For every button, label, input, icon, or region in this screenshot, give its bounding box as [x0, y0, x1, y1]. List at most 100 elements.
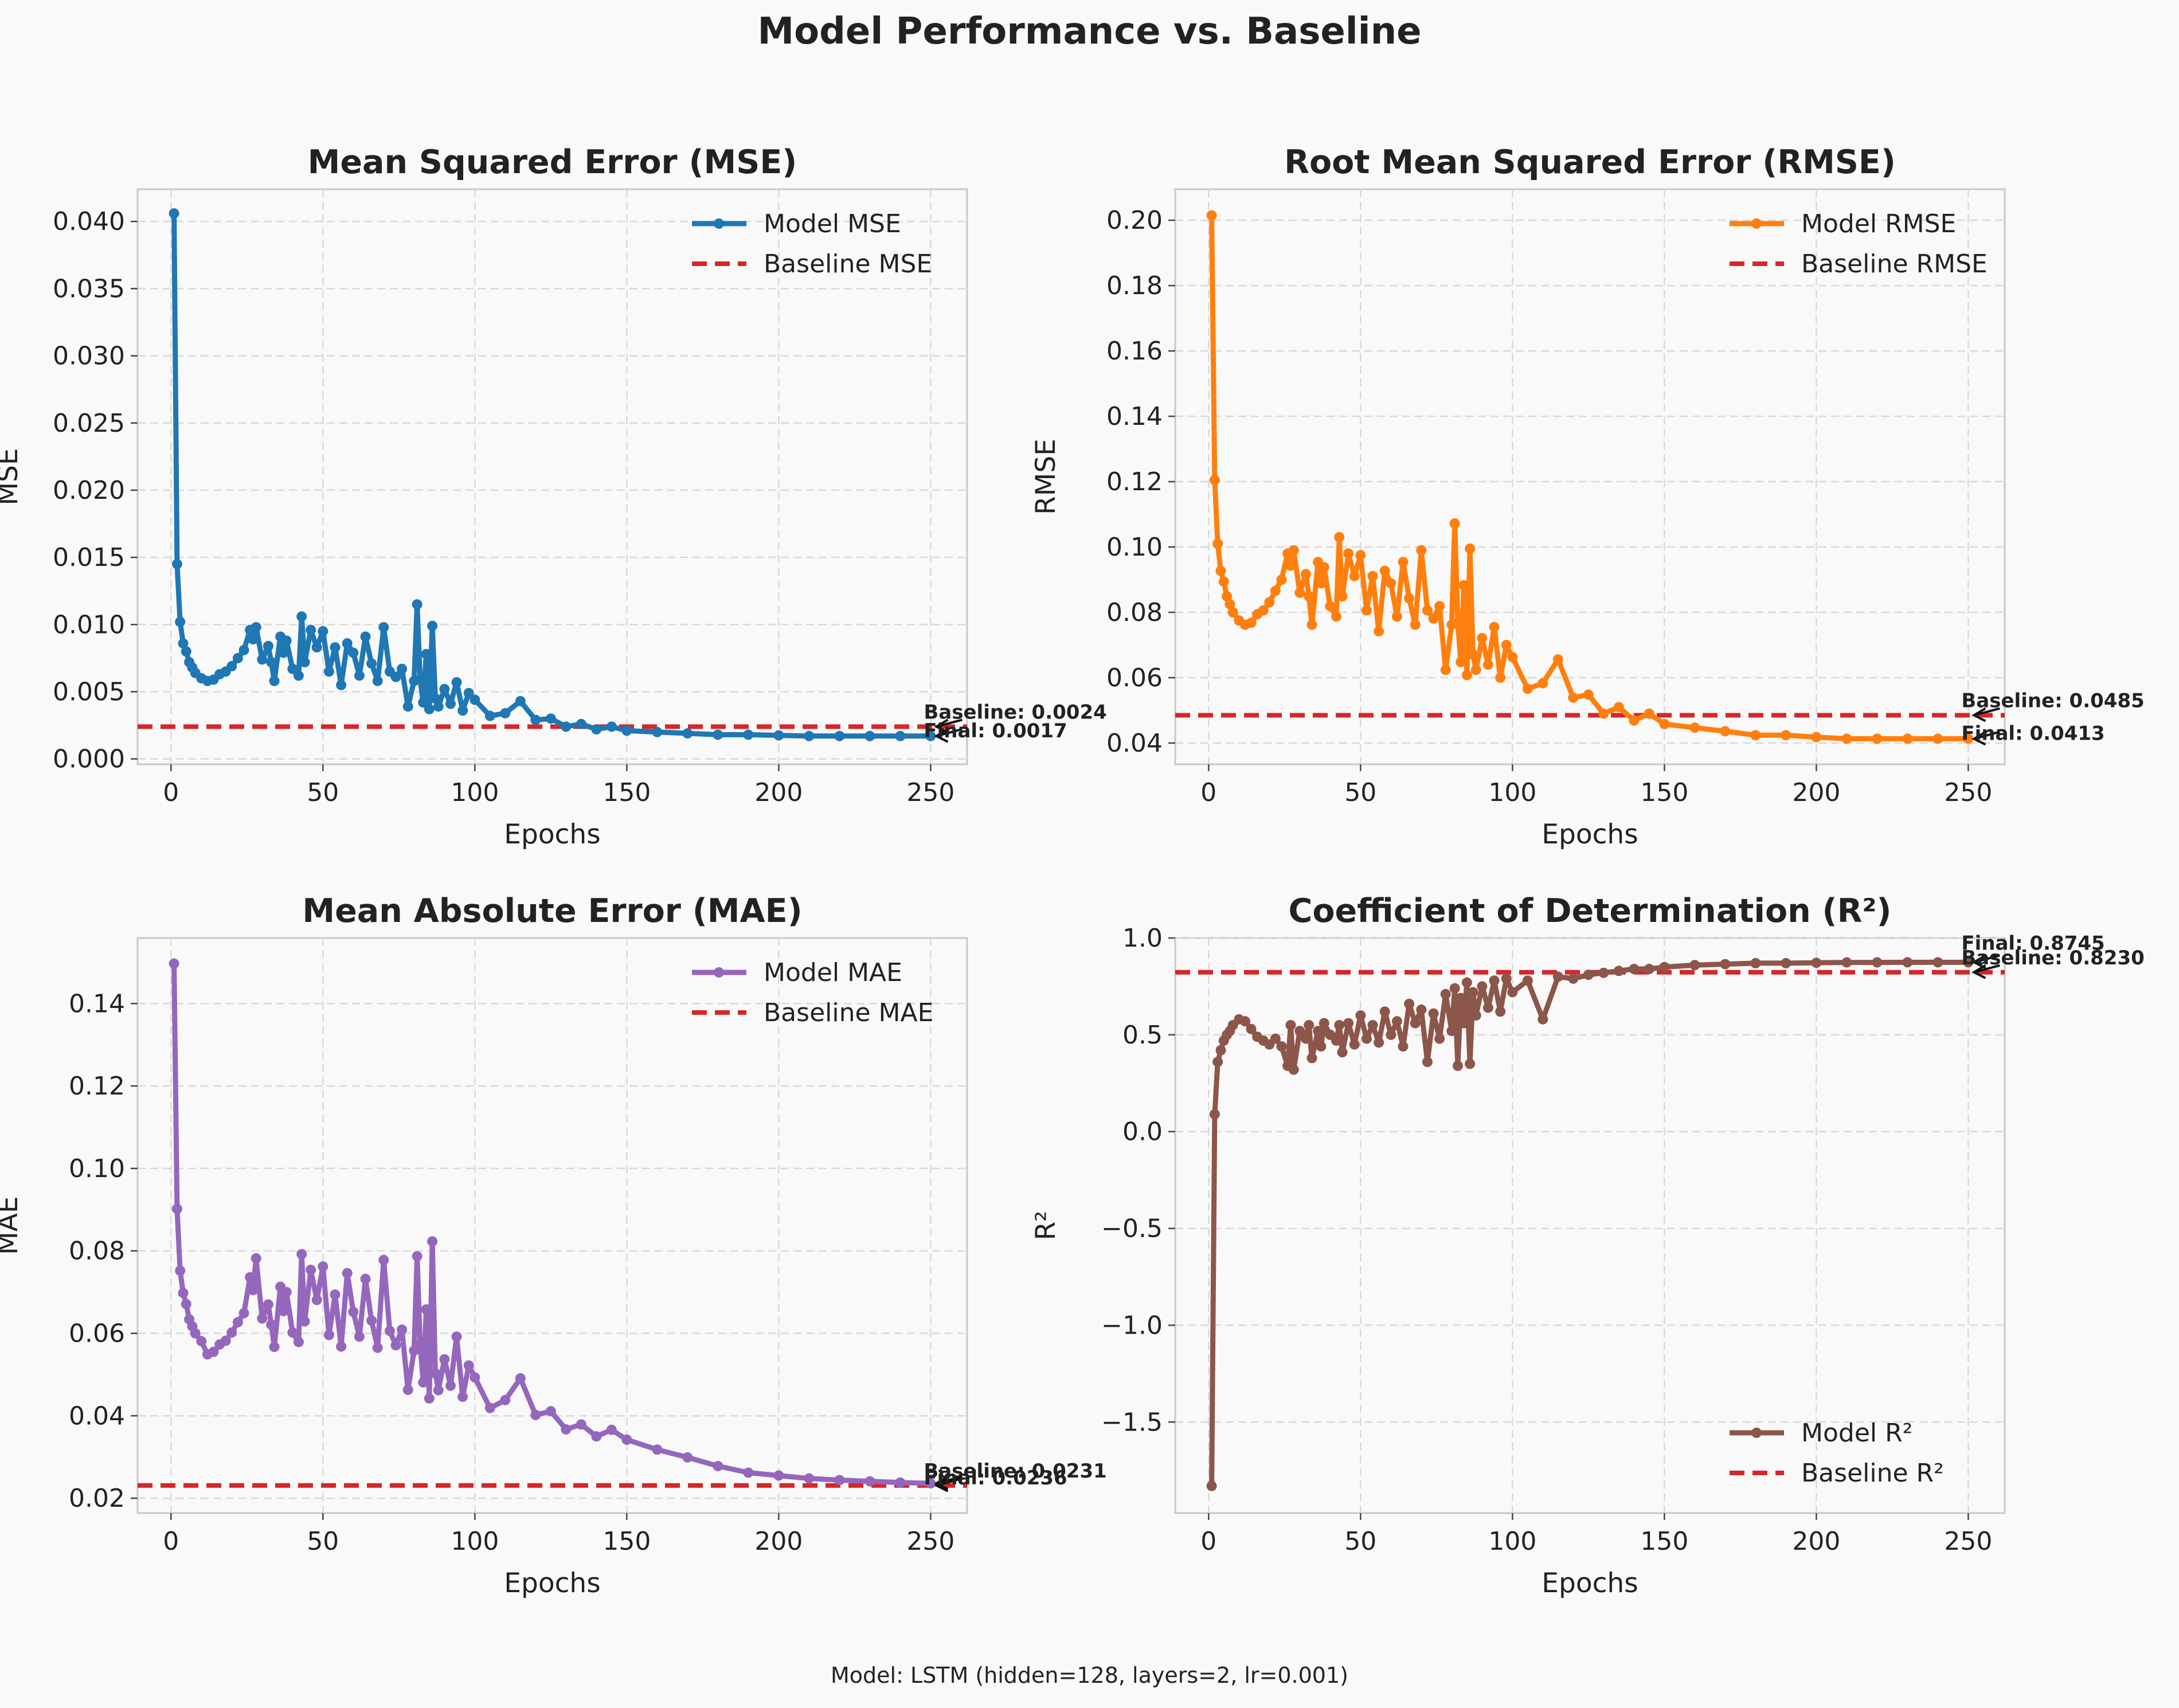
- rmse-model-point: [1659, 718, 1670, 729]
- mse-annotation-arrow: [936, 718, 963, 728]
- mse-model-point: [682, 728, 693, 739]
- rmse-x-tick-label: 50: [1344, 778, 1376, 807]
- mse-model-point: [414, 674, 425, 685]
- mae-y-tick-label: 0.08: [69, 1237, 125, 1266]
- r2-model-point: [1410, 1018, 1421, 1029]
- mse-model-point: [864, 730, 875, 741]
- r2-x-tick-label: 150: [1640, 1527, 1688, 1556]
- r2-plot-area: [1174, 937, 2006, 1514]
- r2-model-point: [1300, 1033, 1311, 1044]
- r2-model-point: [1386, 1029, 1396, 1040]
- mse-model-point: [484, 710, 495, 721]
- rmse-model-point: [1720, 726, 1731, 737]
- mse-model-point: [269, 675, 280, 686]
- r2-model-point: [1391, 1016, 1402, 1027]
- mse-model-point: [418, 697, 429, 708]
- mse-model-point: [366, 658, 377, 669]
- rmse-model-point: [1470, 665, 1481, 675]
- mae-y-tick-label: 0.02: [69, 1484, 125, 1513]
- rmse-annotation-baseline: Baseline: 0.0485: [1961, 690, 2144, 713]
- mae-legend-model-label: Model MAE: [764, 958, 902, 987]
- r2-model-point: [1319, 1018, 1329, 1029]
- rmse-model-point: [1482, 659, 1493, 670]
- mae-x-axis-label: Epochs: [504, 1568, 600, 1599]
- mse-model-point: [293, 670, 304, 681]
- rmse-model-point: [1306, 619, 1317, 630]
- rmse-y-tick-label: 0.06: [1106, 663, 1163, 693]
- mae-model-point: [457, 1392, 468, 1402]
- r2-model-point: [1313, 1026, 1324, 1037]
- mse-model-point: [323, 666, 334, 677]
- rmse-model-point: [1404, 593, 1415, 604]
- r2-model-point: [1841, 957, 1852, 968]
- rmse-y-tick-label: 0.20: [1106, 206, 1163, 235]
- mae-model-point: [743, 1467, 754, 1478]
- rmse-model-point: [1458, 580, 1469, 591]
- mse-model-point: [652, 726, 663, 737]
- rmse-model-point: [1215, 565, 1226, 576]
- rmse-annotation-arrow: [1973, 730, 2000, 740]
- mse-model-point: [439, 683, 450, 694]
- mse-model-point: [378, 622, 389, 632]
- mae-model-point: [220, 1335, 231, 1346]
- r2-y-tick-label: −0.5: [1101, 1214, 1163, 1244]
- rmse-legend-baseline-label: Baseline RMSE: [1801, 249, 1988, 279]
- mae-model-point: [418, 1377, 429, 1388]
- mse-legend-baseline-label: Baseline MSE: [764, 249, 932, 279]
- mae-model-point: [576, 1419, 586, 1430]
- r2-model-point: [1440, 988, 1451, 999]
- r2-model-point: [1477, 981, 1488, 992]
- mse-annotation-arrowhead: [934, 728, 949, 743]
- mae-y-tick-label: 0.14: [69, 989, 125, 1018]
- rmse-annotation-arrowhead: [1971, 730, 1986, 746]
- mse-model-point: [263, 640, 273, 651]
- r2-model-point: [1963, 957, 1974, 968]
- r2-model-point: [1501, 973, 1512, 984]
- rmse-legend-model-marker: [1751, 218, 1762, 229]
- rmse-model-point: [1629, 715, 1640, 726]
- mae-plot-area: [136, 937, 968, 1514]
- rmse-model-point: [1811, 732, 1822, 742]
- mae-model-point: [208, 1346, 219, 1357]
- r2-y-tick-label: 0.0: [1122, 1117, 1163, 1147]
- rmse-y-tick-label: 0.10: [1106, 533, 1163, 562]
- r2-model-point: [1379, 1006, 1390, 1017]
- mse-model-point: [925, 730, 936, 741]
- rmse-model-point: [1963, 733, 1974, 744]
- r2-legend-model-label: Model R²: [1801, 1418, 1912, 1448]
- mse-model-point: [248, 634, 259, 645]
- rmse-model-point: [1294, 587, 1305, 598]
- mse-model-point: [457, 705, 468, 716]
- mae-model-point: [682, 1452, 693, 1463]
- mse-model-point: [281, 635, 292, 646]
- mse-y-tick-label: 0.005: [53, 677, 125, 706]
- r2-model-point: [1212, 1057, 1223, 1068]
- mse-model-point: [591, 724, 602, 735]
- rmse-y-tick-label: 0.04: [1106, 729, 1163, 758]
- rmse-model-point: [1750, 730, 1761, 741]
- mae-model-point: [925, 1478, 936, 1489]
- mse-model-point: [287, 663, 298, 674]
- mae-chart-title: Mean Absolute Error (MAE): [302, 892, 802, 930]
- mae-model-point: [421, 1304, 432, 1315]
- mse-legend-model-marker: [714, 218, 724, 229]
- mse-model-point: [421, 648, 432, 659]
- mae-model-point: [296, 1249, 307, 1260]
- mse-model-point: [372, 675, 383, 686]
- r2-model-point: [1422, 1057, 1433, 1068]
- r2-model-point: [1334, 1019, 1345, 1030]
- r2-chart-title: Coefficient of Determination (R²): [1289, 892, 1892, 930]
- mse-model-point: [621, 725, 632, 736]
- mae-model-point: [430, 1368, 441, 1379]
- r2-x-tick-label: 250: [1944, 1527, 1992, 1556]
- r2-model-point: [1781, 957, 1791, 968]
- rmse-model-point: [1258, 605, 1269, 616]
- rmse-y-axis-label: RMSE: [1030, 439, 1062, 515]
- mae-model-point: [323, 1330, 334, 1340]
- mse-model-point: [606, 721, 617, 732]
- rmse-annotation-arrow: [1973, 707, 2000, 717]
- rmse-model-point: [1461, 670, 1472, 681]
- figure-footer-note: Model: LSTM (hidden=128, layers=2, lr=0.…: [831, 1663, 1348, 1688]
